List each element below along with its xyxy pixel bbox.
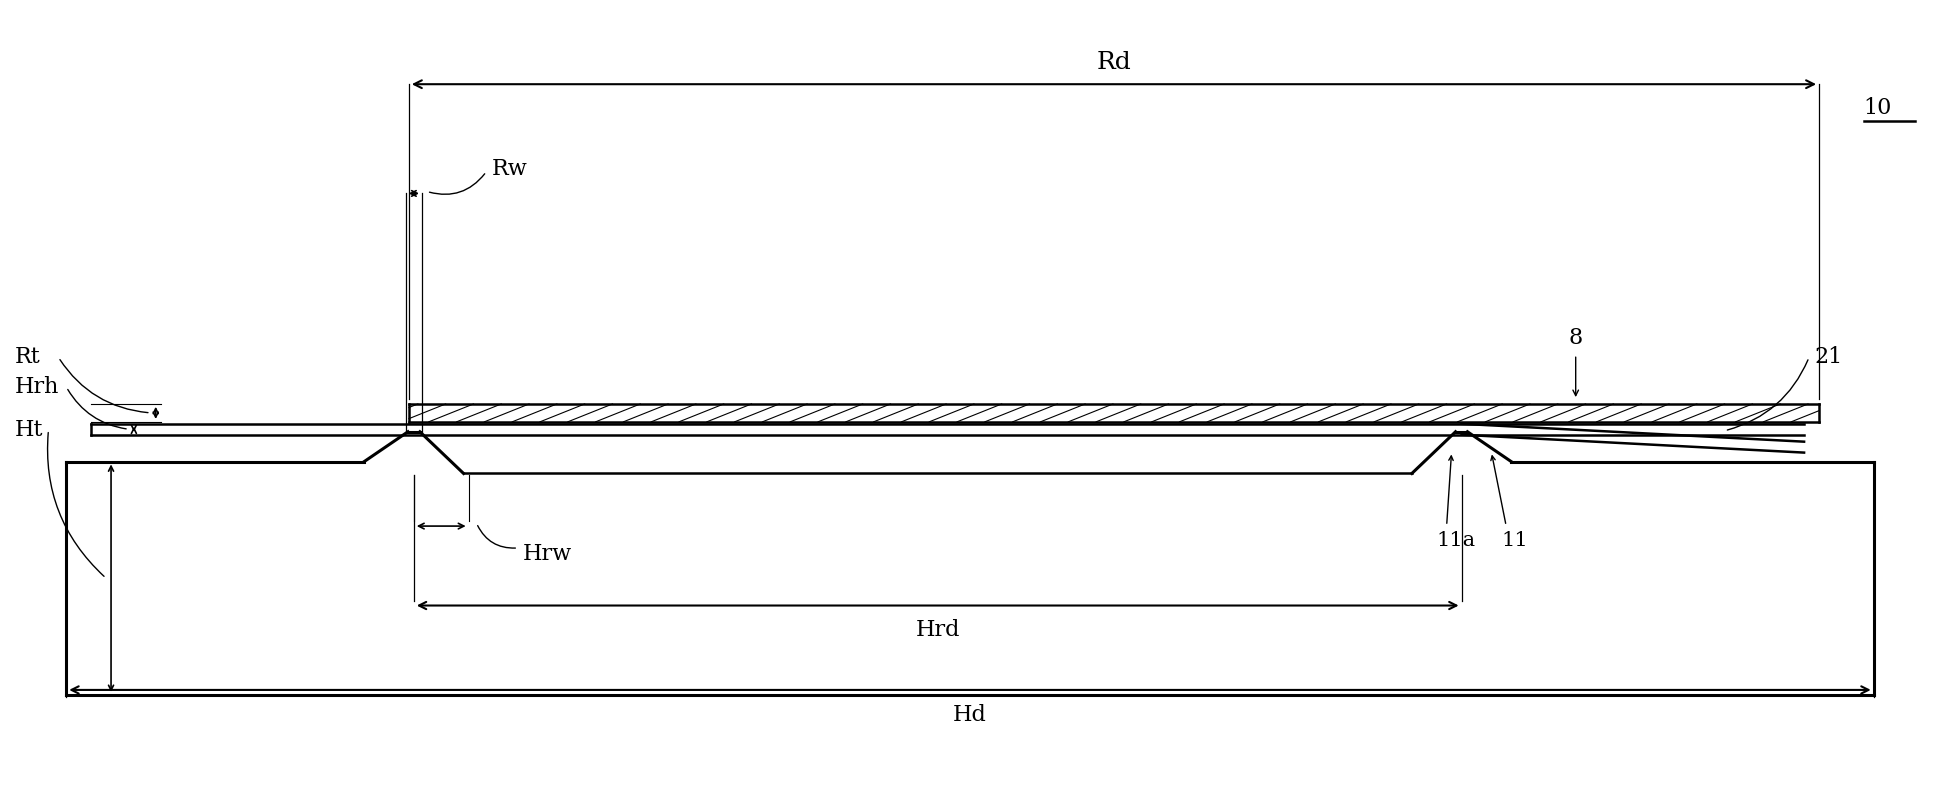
Text: Hd: Hd: [953, 704, 986, 725]
Text: 11: 11: [1501, 531, 1528, 550]
Text: Ht: Ht: [15, 419, 43, 441]
Text: 8: 8: [1568, 327, 1582, 349]
Text: 11a: 11a: [1437, 531, 1476, 550]
Text: Hrd: Hrd: [915, 619, 959, 642]
Text: Rd: Rd: [1097, 51, 1131, 74]
Text: Hrw: Hrw: [522, 543, 572, 565]
Text: Hrh: Hrh: [15, 376, 60, 398]
Text: Rt: Rt: [15, 346, 41, 368]
Text: 21: 21: [1814, 346, 1843, 368]
Text: Rw: Rw: [491, 158, 528, 180]
Text: 10: 10: [1864, 97, 1891, 119]
